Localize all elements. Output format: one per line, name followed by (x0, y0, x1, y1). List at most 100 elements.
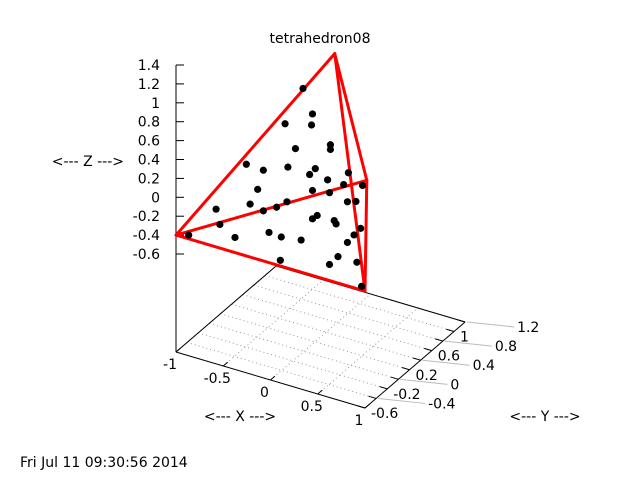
x-tick-label: 0 (260, 385, 269, 401)
z-tick-label: 1.2 (138, 77, 160, 93)
x-tick (222, 361, 229, 367)
data-points (185, 84, 367, 290)
data-point (325, 189, 334, 197)
x-tick-label: 1 (355, 413, 364, 429)
data-point (323, 176, 332, 184)
y-tick-leader (400, 378, 448, 385)
y-tick-label: 0.8 (495, 339, 517, 355)
y-tick-label: 0.2 (415, 368, 437, 384)
tetrahedron-edge (174, 52, 337, 237)
data-point (326, 145, 335, 154)
z-tick-label: 0.4 (138, 153, 160, 169)
tick-labels: 1.4 1.2 1 0.8 0.6 0.4 0.2 0 -0.2 -0.4 -0.6 -1 -0.5 0 0… (133, 58, 540, 429)
data-point (277, 233, 285, 241)
y-tick-label: 0.6 (438, 349, 460, 365)
grid-line-y (186, 341, 377, 399)
data-point (311, 165, 319, 173)
tetrahedron-edge (363, 178, 369, 293)
data-point (353, 258, 361, 266)
data-point (352, 197, 360, 206)
z-tick-label: 1.4 (138, 58, 160, 74)
data-point (185, 231, 193, 239)
data-point (272, 203, 281, 211)
data-point (344, 169, 352, 177)
grid-line-x (222, 279, 324, 367)
data-point (343, 198, 352, 206)
data-point (246, 200, 254, 208)
z-tick-label: 0.2 (138, 171, 160, 187)
y-tick (446, 328, 455, 332)
grid-line-x (317, 307, 419, 395)
data-point (340, 181, 348, 189)
y-axis-label: <--- Y ---> (509, 409, 580, 425)
data-point (291, 144, 300, 153)
y-tick-label: -0.4 (428, 396, 455, 412)
y-tick (457, 319, 466, 323)
data-point (231, 233, 239, 242)
grid-line-y (198, 332, 388, 390)
x-axis-label: <--- X ---> (204, 409, 276, 425)
x-tick (270, 375, 276, 381)
data-point (358, 181, 367, 190)
timestamp: Fri Jul 11 09:30:56 2014 (20, 455, 188, 471)
z-tick-label: -0.2 (133, 209, 160, 225)
data-point (281, 120, 289, 128)
y-tick (435, 338, 443, 342)
data-point (308, 110, 317, 118)
y-tick-leader (444, 340, 492, 347)
axes (175, 64, 515, 409)
grid-line-y (264, 275, 455, 332)
chart-title: tetrahedron08 (269, 31, 370, 47)
data-point (283, 198, 291, 206)
data-point (284, 163, 292, 171)
y-tick-leader (467, 321, 515, 328)
data-point (212, 205, 220, 213)
z-axis-label: <--- Z ---> (52, 154, 124, 170)
y-tick-leader (422, 359, 470, 366)
y-tick (379, 386, 388, 390)
data-point (265, 228, 273, 237)
data-point (334, 253, 342, 261)
y-tick (412, 357, 421, 361)
x-tick-label: -0.5 (204, 371, 231, 387)
data-point (350, 231, 358, 239)
x-tick (317, 389, 323, 395)
grid-line-y (209, 322, 399, 380)
z-tick-label: 1 (151, 96, 160, 112)
data-point (332, 220, 340, 228)
z-tick-label: -0.6 (133, 247, 160, 263)
y-tick-label: -0.2 (393, 387, 420, 403)
y-tick (390, 376, 399, 380)
y-tick-label: 0.4 (473, 358, 495, 374)
y-tick-label: 1.2 (517, 320, 539, 336)
data-point (259, 166, 267, 174)
data-point (343, 238, 352, 247)
grid-line-y (220, 313, 410, 371)
data-point (216, 220, 224, 229)
x-tick (364, 403, 370, 409)
data-point (299, 84, 307, 93)
x-tick (175, 347, 181, 353)
data-point (306, 170, 314, 179)
data-point (357, 224, 365, 232)
data-point (325, 260, 334, 269)
y-axis-line (364, 321, 466, 409)
data-point (313, 211, 321, 220)
tetrahedron-edge (174, 178, 369, 237)
y-tick (368, 395, 377, 399)
tetrahedron-edge (174, 233, 367, 293)
data-point (358, 282, 366, 290)
y-tick (357, 405, 366, 409)
z-tick-label: -0.4 (133, 228, 160, 244)
y-tick-leader (378, 397, 426, 404)
y-tick (424, 347, 432, 352)
data-point (254, 185, 262, 193)
grid-line-y (253, 284, 443, 342)
z-tick-label: 0.6 (138, 134, 160, 150)
grid-line-y (242, 294, 432, 352)
z-tick-label: 0 (151, 190, 160, 206)
data-point (259, 207, 267, 215)
data-point (276, 256, 284, 264)
x-tick-label: -1 (163, 357, 177, 373)
